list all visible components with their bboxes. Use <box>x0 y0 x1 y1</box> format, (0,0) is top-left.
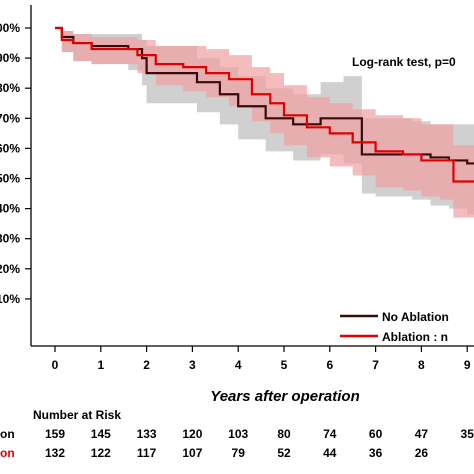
y-tick-label: 50% <box>0 172 20 186</box>
x-ticks: 0 1 2 3 4 5 6 7 8 9 <box>52 346 471 372</box>
survival-curves <box>55 26 474 183</box>
survival-line-no-ablation <box>55 26 474 165</box>
x-tick-label: 0 <box>52 358 59 372</box>
risk-table: on 159 145 133 120 103 80 74 60 47 35 on 132 122 117 10… <box>0 427 474 460</box>
risk-count: 103 <box>228 427 248 441</box>
risk-count: 60 <box>369 427 383 441</box>
x-tick-label: 1 <box>97 358 104 372</box>
risk-row-label: on <box>0 427 15 441</box>
risk-count: 159 <box>45 427 65 441</box>
x-tick-label: 9 <box>464 358 471 372</box>
y-tick-label: 90% <box>0 51 20 65</box>
axes <box>30 5 474 347</box>
risk-table-title: Number at Risk <box>33 408 121 422</box>
y-ticks: 10% 20% 30% 40% 50% 60% 70% 80% 90% 100% <box>0 21 31 306</box>
risk-count: 26 <box>415 446 429 460</box>
risk-count: 80 <box>277 427 291 441</box>
y-tick-label: 100% <box>0 21 20 35</box>
x-tick-label: 5 <box>281 358 288 372</box>
y-tick-label: 10% <box>0 292 20 306</box>
risk-count: 52 <box>277 446 291 460</box>
risk-count: 47 <box>415 427 429 441</box>
x-axis-label: Years after operation <box>210 388 360 405</box>
risk-count: 74 <box>323 427 337 441</box>
x-tick-label: 8 <box>418 358 425 372</box>
survival-line-ablation <box>55 26 474 183</box>
risk-count: 35 <box>461 427 474 441</box>
legend: No Ablation Ablation : n <box>334 305 474 345</box>
risk-row-label: on <box>0 446 15 460</box>
legend-label-ablation: Ablation : n <box>382 330 448 344</box>
risk-count: 79 <box>232 446 246 460</box>
x-tick-label: 3 <box>189 358 196 372</box>
y-tick-label: 40% <box>0 202 20 216</box>
ci-band-ablation <box>55 28 474 218</box>
x-tick-label: 6 <box>326 358 333 372</box>
legend-label-no-ablation: No Ablation <box>382 310 449 324</box>
legend-box <box>334 305 474 345</box>
risk-count: 133 <box>137 427 157 441</box>
y-tick-label: 20% <box>0 262 20 276</box>
risk-count: 36 <box>369 446 383 460</box>
risk-count: 132 <box>45 446 65 460</box>
x-tick-label: 7 <box>372 358 379 372</box>
risk-count: 122 <box>91 446 111 460</box>
x-tick-label: 2 <box>143 358 150 372</box>
x-tick-label: 4 <box>235 358 242 372</box>
risk-count: 44 <box>323 446 337 460</box>
log-rank-annotation: Log-rank test, p=0 <box>352 55 456 69</box>
y-tick-label: 60% <box>0 141 20 155</box>
y-tick-label: 80% <box>0 81 20 95</box>
risk-count: 107 <box>182 446 202 460</box>
risk-count: 145 <box>91 427 111 441</box>
y-tick-label: 30% <box>0 232 20 246</box>
y-tick-label: 70% <box>0 111 20 125</box>
confidence-bands <box>55 28 474 218</box>
risk-count: 117 <box>137 446 157 460</box>
risk-count: 120 <box>182 427 202 441</box>
